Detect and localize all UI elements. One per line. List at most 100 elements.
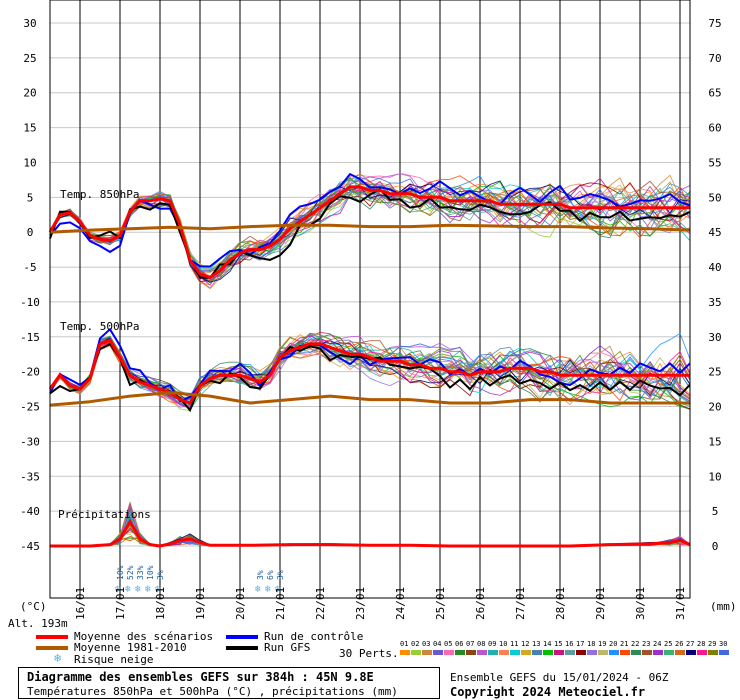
panel-label: Temp. 500hPa xyxy=(60,320,139,333)
mean-temp-500hpa-line xyxy=(48,338,690,405)
pert-number: 29 xyxy=(708,640,716,648)
pert-swatch xyxy=(609,650,619,655)
plot-frame xyxy=(49,0,691,599)
snowflake-icon: ❄ xyxy=(155,584,162,595)
altitude-label: Alt. 193m xyxy=(8,617,68,630)
pert-number: 15 xyxy=(554,640,562,648)
snow-risk-label: 6% xyxy=(266,570,275,580)
ensemble-member-line xyxy=(49,336,691,401)
y-tick-label-left: -40 xyxy=(20,505,40,518)
gfs-run-line xyxy=(49,188,691,279)
ensemble-member-line xyxy=(49,176,691,279)
x-tick-label: 17/01 xyxy=(114,587,127,620)
pert-swatch xyxy=(708,650,718,655)
control-run-line xyxy=(49,172,691,268)
y-tick-label-right: 65 xyxy=(708,87,721,100)
snow-risk-label: 10% xyxy=(146,565,155,580)
snowflake-icon: ❄ xyxy=(265,584,272,595)
x-tick-label: 16/01 xyxy=(74,587,87,620)
snow-risk-label: 33% xyxy=(136,565,145,580)
panel-label: Temp. 850hPa xyxy=(60,188,139,201)
pert-swatch xyxy=(400,650,410,655)
pert-swatch xyxy=(664,650,674,655)
pert-number: 18 xyxy=(587,640,595,648)
pert-swatch xyxy=(477,650,487,655)
y-axis-label-right: (mm) xyxy=(710,600,737,613)
panel-label: Précipitations xyxy=(58,508,151,521)
pert-swatch xyxy=(554,650,564,655)
x-tick-label: 23/01 xyxy=(354,587,367,620)
pert-number: 26 xyxy=(675,640,683,648)
pert-swatch xyxy=(411,650,421,655)
legend-swatch-climate xyxy=(36,646,68,650)
pert-number: 23 xyxy=(642,640,650,648)
pert-number: 04 xyxy=(433,640,441,648)
y-tick-label-right: 50 xyxy=(708,191,721,204)
y-tick-label-left: -5 xyxy=(23,261,36,274)
title-box: Diagramme des ensembles GEFS sur 384h : … xyxy=(18,667,440,699)
y-tick-label-left: -10 xyxy=(20,296,40,309)
y-tick-label-left: 20 xyxy=(23,87,36,100)
pert-swatch xyxy=(488,650,498,655)
pert-number: 20 xyxy=(609,640,617,648)
pert-number: 30 xyxy=(719,640,727,648)
pert-swatch xyxy=(466,650,476,655)
pert-number: 08 xyxy=(477,640,485,648)
pert-number: 06 xyxy=(455,640,463,648)
y-tick-label-left: 30 xyxy=(23,17,36,30)
y-tick-label-right: 55 xyxy=(708,156,721,169)
y-tick-label-right: 5 xyxy=(712,505,719,518)
snow-risk: 10%❄52%❄33%❄10%❄3%❄3%❄6%❄3%❄ xyxy=(115,565,285,595)
mean-pr-cipitations-line xyxy=(50,520,691,548)
x-tick-label: 31/01 xyxy=(674,587,687,620)
pert-number: 07 xyxy=(466,640,474,648)
x-tick-label: 21/01 xyxy=(274,587,287,620)
pert-number: 17 xyxy=(576,640,584,648)
pert-number: 21 xyxy=(620,640,628,648)
pert-number: 27 xyxy=(686,640,694,648)
x-tick-label: 20/01 xyxy=(234,587,247,620)
snowflake-icon: ❄ xyxy=(125,584,132,595)
pert-number: 28 xyxy=(697,640,705,648)
y-tick-label-left: -35 xyxy=(20,470,40,483)
pert-swatch xyxy=(686,650,696,655)
y-tick-label-left: -25 xyxy=(20,401,40,414)
pert-number: 14 xyxy=(543,640,551,648)
pert-number: 12 xyxy=(521,640,529,648)
pert-number: 02 xyxy=(411,640,419,648)
y-tick-label-right: 15 xyxy=(708,435,721,448)
y-tick-label-left: 15 xyxy=(23,122,36,135)
pert-number: 11 xyxy=(510,640,518,648)
x-tick-label: 26/01 xyxy=(474,587,487,620)
snow-risk-label: 10% xyxy=(116,565,125,580)
pert-swatch xyxy=(653,650,663,655)
y-tick-label-right: 30 xyxy=(708,331,721,344)
snowflake-icon: ❄ xyxy=(54,651,62,665)
pert-number: 10 xyxy=(499,640,507,648)
legend-swatch-mean xyxy=(36,635,68,639)
pert-number: 03 xyxy=(422,640,430,648)
y-tick-label-right: 10 xyxy=(708,470,721,483)
mean-temp-850hpa-line xyxy=(48,185,690,279)
y-tick-label-left: -15 xyxy=(20,331,40,344)
climate-temp-850hpa-line xyxy=(49,223,691,234)
snowflake-icon: ❄ xyxy=(135,584,142,595)
y-axis-label-left: (°C) xyxy=(20,600,47,613)
y-tick-label-right: 70 xyxy=(708,52,721,65)
snow-risk-label: 52% xyxy=(126,565,135,580)
pert-swatch xyxy=(532,650,542,655)
run-info: Ensemble GEFS du 15/01/2024 - 06Z xyxy=(450,671,669,684)
x-tick-label: 22/01 xyxy=(314,587,327,620)
y-tick-label-right: 35 xyxy=(708,296,721,309)
pert-number: 24 xyxy=(653,640,661,648)
x-tick-label: 27/01 xyxy=(514,587,527,620)
pert-swatch xyxy=(576,650,586,655)
mean-series xyxy=(48,185,691,548)
snowflake-icon: ❄ xyxy=(145,584,152,595)
y-tick-label-right: 60 xyxy=(708,122,721,135)
perts-label: 30 Perts. xyxy=(339,647,399,660)
snow-risk-label: 3% xyxy=(276,570,285,580)
y-tick-label-right: 40 xyxy=(708,261,721,274)
y-tick-label-left: 0 xyxy=(27,226,34,239)
